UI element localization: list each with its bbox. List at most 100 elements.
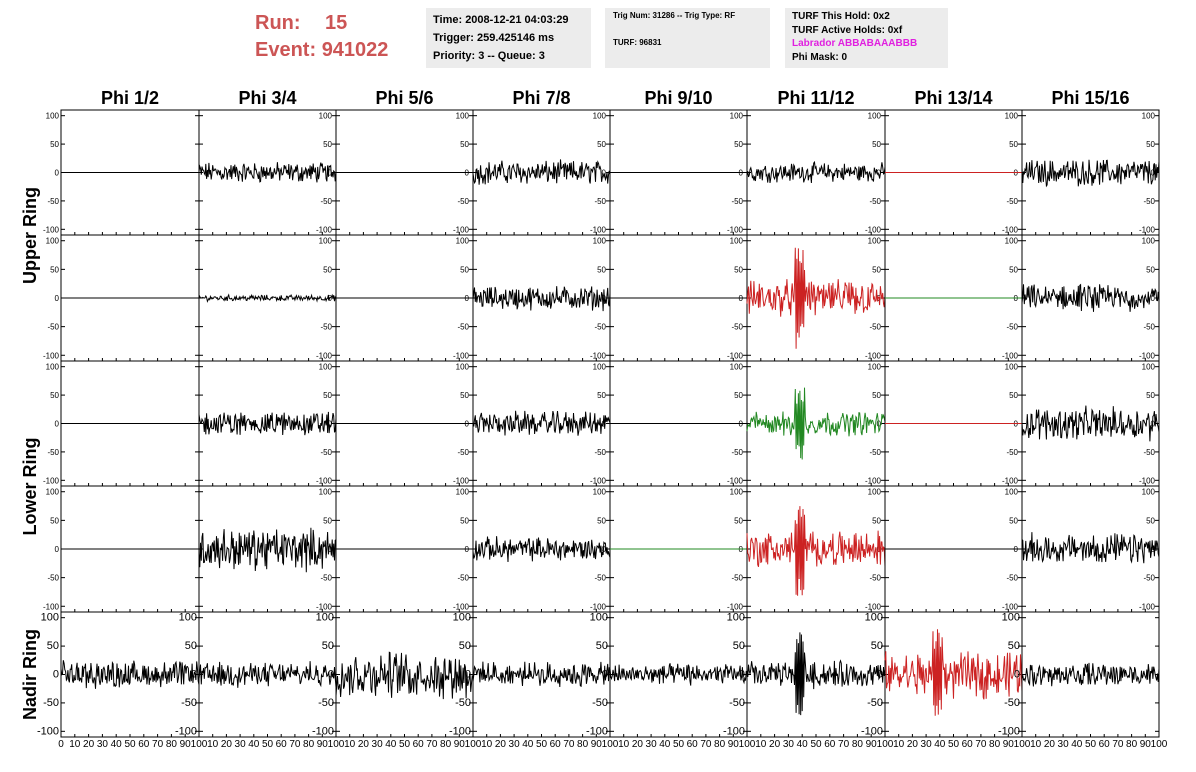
y-tick-label: 50 <box>872 391 881 400</box>
y-tick-label: -100 <box>727 225 744 234</box>
x-tick-label: 40 <box>522 739 534 750</box>
y-tick-label: 50 <box>460 391 469 400</box>
priority-text: Priority: 3 -- Queue: 3 <box>433 50 545 62</box>
waveform-trace <box>746 247 886 349</box>
y-tick-label: 50 <box>872 265 881 274</box>
x-tick-label: 20 <box>358 739 370 750</box>
x-tick-label: 40 <box>659 739 671 750</box>
y-tick-label: 100 <box>593 363 607 372</box>
y-tick-label: 50 <box>734 265 743 274</box>
x-tick-label: 20 <box>769 739 781 750</box>
x-tick-label: 20 <box>221 739 233 750</box>
y-tick-label: -50 <box>729 697 745 709</box>
y-tick-label: 50 <box>1146 391 1155 400</box>
x-tick-label: 50 <box>1085 739 1097 750</box>
ring-label: Nadir Ring <box>20 629 40 720</box>
x-tick-label: 40 <box>248 739 260 750</box>
y-tick-label: 100 <box>868 112 882 121</box>
y-tick-label: -100 <box>1002 602 1019 611</box>
x-tick-label: 10 <box>893 739 905 750</box>
y-tick-label: 50 <box>1008 640 1020 652</box>
y-tick-label: -100 <box>998 725 1020 737</box>
y-tick-label: -50 <box>1006 197 1018 206</box>
y-tick-label: -50 <box>320 197 332 206</box>
y-tick-label: 100 <box>456 488 470 497</box>
y-tick-label: -100 <box>590 476 607 485</box>
panel-frame <box>746 611 886 738</box>
x-tick-label: 100 <box>602 739 619 750</box>
y-tick-label: -50 <box>731 197 743 206</box>
x-tick-label: 100 <box>191 739 208 750</box>
y-tick-label: -100 <box>1139 225 1156 234</box>
y-tick-label: -100 <box>453 351 470 360</box>
y-tick-label: 50 <box>323 391 332 400</box>
y-tick-label: -50 <box>731 323 743 332</box>
y-tick-label: 100 <box>453 612 471 624</box>
y-tick-label: -50 <box>457 323 469 332</box>
y-tick-label: 50 <box>734 516 743 525</box>
y-tick-label: 0 <box>55 169 60 178</box>
waveform-trace <box>1021 662 1160 687</box>
y-tick-label: -100 <box>1002 476 1019 485</box>
column-header: Phi 7/8 <box>512 88 570 108</box>
x-tick-label: 30 <box>372 739 384 750</box>
y-tick-label: 0 <box>55 545 60 554</box>
y-tick-label: 100 <box>179 612 197 624</box>
turf-text: TURF: 96831 <box>613 38 662 47</box>
y-tick-label: -50 <box>594 574 606 583</box>
waveform-trace <box>1021 283 1160 312</box>
y-tick-label: -100 <box>590 225 607 234</box>
y-tick-label: 100 <box>730 112 744 121</box>
waveform-trace <box>198 293 337 303</box>
x-tick-label: 40 <box>934 739 946 750</box>
y-tick-label: -100 <box>865 351 882 360</box>
y-tick-label: -100 <box>865 602 882 611</box>
y-tick-label: 50 <box>597 516 606 525</box>
y-tick-label: 50 <box>323 516 332 525</box>
y-tick-label: -50 <box>47 574 59 583</box>
y-tick-label: 50 <box>1146 516 1155 525</box>
y-tick-label: -50 <box>1143 448 1155 457</box>
x-tick-label: 20 <box>83 739 95 750</box>
y-tick-label: -100 <box>43 351 60 360</box>
y-tick-label: 100 <box>868 488 882 497</box>
trig-text: Trig Num: 31286 -- Trig Type: RF <box>613 11 736 20</box>
x-tick-label: 100 <box>1014 739 1031 750</box>
y-tick-label: 100 <box>593 112 607 121</box>
y-tick-label: 100 <box>1005 112 1019 121</box>
waveform-trace <box>198 527 337 573</box>
y-tick-label: -100 <box>316 602 333 611</box>
y-tick-label: 100 <box>1142 363 1156 372</box>
y-tick-label: -100 <box>453 225 470 234</box>
x-tick-label: 0 <box>58 739 64 750</box>
y-tick-label: -50 <box>594 323 606 332</box>
x-tick-label: 90 <box>591 739 603 750</box>
y-tick-label: 100 <box>46 488 60 497</box>
y-tick-label: -100 <box>43 476 60 485</box>
y-tick-label: -100 <box>1002 225 1019 234</box>
y-tick-label: -100 <box>861 725 883 737</box>
phi-mask-text: Phi Mask: 0 <box>792 51 848 63</box>
waveform-trace <box>746 632 886 716</box>
y-tick-label: 100 <box>730 488 744 497</box>
y-tick-label: 100 <box>1142 488 1156 497</box>
y-tick-label: 100 <box>46 237 60 246</box>
y-tick-label: 0 <box>602 169 607 178</box>
y-tick-label: 50 <box>323 140 332 149</box>
x-tick-label: 70 <box>838 739 850 750</box>
y-tick-label: -50 <box>47 448 59 457</box>
x-tick-label: 30 <box>783 739 795 750</box>
y-tick-label: -50 <box>320 574 332 583</box>
x-tick-label: 30 <box>1058 739 1070 750</box>
y-tick-label: -50 <box>1006 323 1018 332</box>
y-tick-label: -100 <box>586 725 608 737</box>
y-tick-label: 0 <box>328 169 333 178</box>
waveform-trace <box>60 660 200 689</box>
y-tick-label: -100 <box>1002 351 1019 360</box>
x-tick-label: 70 <box>975 739 987 750</box>
y-tick-label: -50 <box>1143 574 1155 583</box>
y-tick-label: -100 <box>727 602 744 611</box>
y-tick-label: 50 <box>872 140 881 149</box>
y-tick-label: 100 <box>868 363 882 372</box>
y-tick-label: 100 <box>868 237 882 246</box>
